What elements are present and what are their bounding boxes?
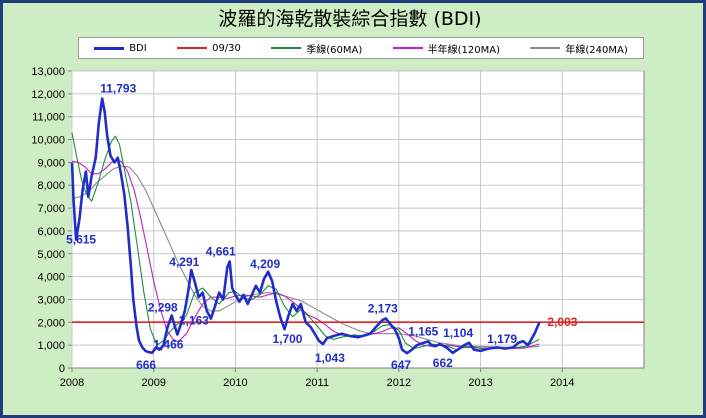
chart-title: 波羅的海乾散裝綜合指數 (BDI) [218, 8, 482, 30]
legend-item: 半年線(120MA) [392, 41, 501, 56]
series-line-2 [71, 132, 540, 351]
legend-swatch [530, 47, 561, 49]
y-tick-label: 3,000 [37, 294, 65, 306]
data-label: 1,043 [315, 351, 345, 365]
x-tick-label: 2013 [468, 377, 492, 389]
plot-area [71, 70, 645, 369]
legend-swatch [177, 47, 208, 49]
x-tick-label: 2011 [305, 377, 329, 389]
legend-item: 09/30 [177, 43, 241, 54]
data-label: 2,163 [179, 314, 209, 328]
y-tick-label: 4,000 [37, 272, 65, 284]
y-tick-label: 12,000 [31, 89, 65, 101]
x-tick-label: 2008 [60, 377, 84, 389]
legend-swatch [392, 47, 423, 49]
data-label: 4,291 [169, 255, 199, 269]
data-label: 1,700 [272, 332, 302, 346]
y-tick-label: 6,000 [37, 226, 65, 238]
data-label: 1,165 [408, 324, 438, 338]
data-label: 4,661 [206, 245, 236, 259]
legend-item: 季線(60MA) [271, 41, 362, 56]
x-tick-label: 2009 [141, 377, 165, 389]
chart-legend: BDI 09/30 季線(60MA) 半年線(120MA) 年線(240MA) [78, 37, 644, 59]
y-tick-label: 7,000 [37, 203, 65, 215]
y-tick-label: 2,000 [37, 317, 65, 329]
y-tick-label: 1,000 [37, 340, 65, 352]
data-label: 2,173 [368, 301, 398, 315]
data-label: 4,209 [250, 257, 280, 271]
legend-label: BDI [129, 42, 147, 54]
legend-swatch [94, 46, 125, 50]
data-label: 5,615 [66, 233, 96, 247]
legend-label: 半年線(120MA) [427, 44, 501, 56]
data-label: 1,179 [487, 332, 517, 346]
y-tick-label: 10,000 [31, 135, 65, 147]
data-label: 1,466 [153, 338, 183, 352]
data-label: 666 [136, 358, 156, 372]
legend-label: 年線(240MA) [565, 44, 628, 56]
data-label: 2,003 [547, 315, 577, 329]
legend-label: 09/30 [212, 42, 241, 54]
data-label: 2,298 [148, 300, 178, 314]
data-label: 647 [391, 358, 411, 372]
x-tick-label: 2012 [387, 377, 411, 389]
data-label: 11,793 [100, 82, 136, 96]
series-line-0 [70, 97, 541, 355]
legend-label: 季線(60MA) [306, 44, 363, 56]
legend-item: 年線(240MA) [530, 41, 628, 56]
y-tick-label: 13,000 [31, 66, 65, 78]
y-tick-label: 0 [59, 363, 65, 375]
data-label: 1,104 [443, 326, 473, 340]
legend-swatch [271, 47, 302, 49]
y-tick-label: 8,000 [37, 180, 65, 192]
y-tick-label: 5,000 [37, 249, 65, 261]
y-tick-label: 11,000 [32, 112, 65, 124]
x-tick-label: 2010 [223, 377, 247, 389]
legend-item: BDI [94, 43, 147, 54]
x-tick-label: 2014 [550, 377, 574, 389]
y-tick-label: 9,000 [37, 157, 65, 169]
data-label: 662 [433, 356, 453, 370]
